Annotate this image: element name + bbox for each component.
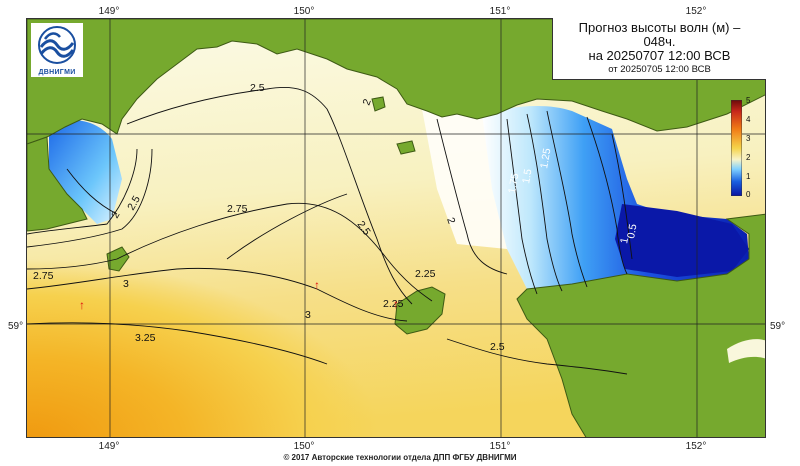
bay-deep-blue — [615, 204, 749, 277]
lon-tick-top: 149° — [98, 6, 120, 17]
contour-label: 1.25 — [538, 147, 553, 169]
legend-label: 0 — [746, 190, 751, 199]
title-line-1: Прогноз высоты волн (м) – — [578, 20, 741, 35]
lat-tick-right: 59° — [770, 321, 786, 332]
title-line-4: от 20250705 12:00 ВСВ — [608, 64, 711, 75]
contour-label: 2.25 — [415, 268, 436, 280]
wave-contours — [27, 86, 633, 375]
contour-label: 2.25 — [383, 298, 404, 310]
lon-tick-bottom: 150° — [293, 441, 315, 452]
contour-label: 2 — [444, 216, 457, 226]
contour-label: 1.5 — [520, 168, 534, 185]
contour-label: 0.5 — [625, 223, 639, 240]
lon-tick-top: 152° — [685, 6, 707, 17]
forecast-title-box: Прогноз высоты волн (м) – 048ч. на 20250… — [552, 18, 766, 80]
contour-labels: 2.5 2 2.75 2.5 2.25 2.75 3 3 3.25 2.5 2.… — [33, 82, 640, 353]
dvnigmi-logo: ДВНИГМИ — [31, 23, 83, 77]
title-line-2: 048ч. — [643, 34, 676, 49]
contour-label: 2.75 — [227, 203, 248, 215]
direction-arrow: ↑ — [79, 298, 85, 312]
small-island-north — [371, 96, 386, 112]
koni-peninsula-land — [516, 213, 765, 437]
lon-tick-bottom: 151° — [489, 441, 511, 452]
contour-label: 3 — [123, 278, 129, 290]
small-island-bay — [396, 140, 416, 155]
color-legend — [731, 100, 742, 196]
direction-arrow: ↑ — [393, 297, 399, 311]
contour-label: 1 — [618, 237, 631, 245]
west-coast-land — [27, 136, 88, 232]
lon-tick-bottom: 149° — [98, 441, 120, 452]
lat-tick-left: 59° — [8, 321, 24, 332]
map-area: 2.5 2 2.75 2.5 2.25 2.75 3 3 3.25 2.5 2.… — [26, 18, 766, 438]
contour-label: 2.5 — [490, 341, 505, 353]
contour-label: 2.5 — [250, 82, 265, 94]
direction-arrow: ↑ — [314, 278, 320, 292]
contour-label: 3.25 — [135, 332, 156, 344]
wave-logo-icon — [38, 26, 76, 64]
legend-label: 2 — [746, 153, 751, 162]
legend-label: 3 — [746, 134, 751, 143]
wave-direction-arrows: ↑ ↑ ↑ — [79, 278, 399, 312]
title-line-3: на 20250707 12:00 ВСВ — [588, 48, 731, 63]
legend-label: 4 — [746, 115, 751, 124]
contour-label: 2 — [361, 97, 374, 107]
contour-label: 3 — [305, 309, 311, 321]
contour-label: 2 — [109, 209, 122, 220]
contour-label: 1.75 — [506, 172, 521, 194]
legend-label: 5 — [746, 96, 751, 105]
lon-tick-top: 150° — [293, 6, 315, 17]
copyright-footer: © 2017 Авторские технологии отдела ДПП Ф… — [283, 453, 517, 462]
lon-tick-top: 151° — [489, 6, 511, 17]
east-coast-sea-patch — [727, 339, 765, 363]
west-bay-low-wave — [49, 120, 122, 224]
contour-label: 2.75 — [33, 270, 54, 282]
wave-height-map: 2.5 2 2.75 2.5 2.25 2.75 3 3 3.25 2.5 2.… — [27, 19, 765, 437]
graticule — [27, 19, 765, 437]
legend-label: 1 — [746, 172, 751, 181]
lon-tick-bottom: 152° — [685, 441, 707, 452]
logo-text: ДВНИГМИ — [38, 69, 76, 76]
